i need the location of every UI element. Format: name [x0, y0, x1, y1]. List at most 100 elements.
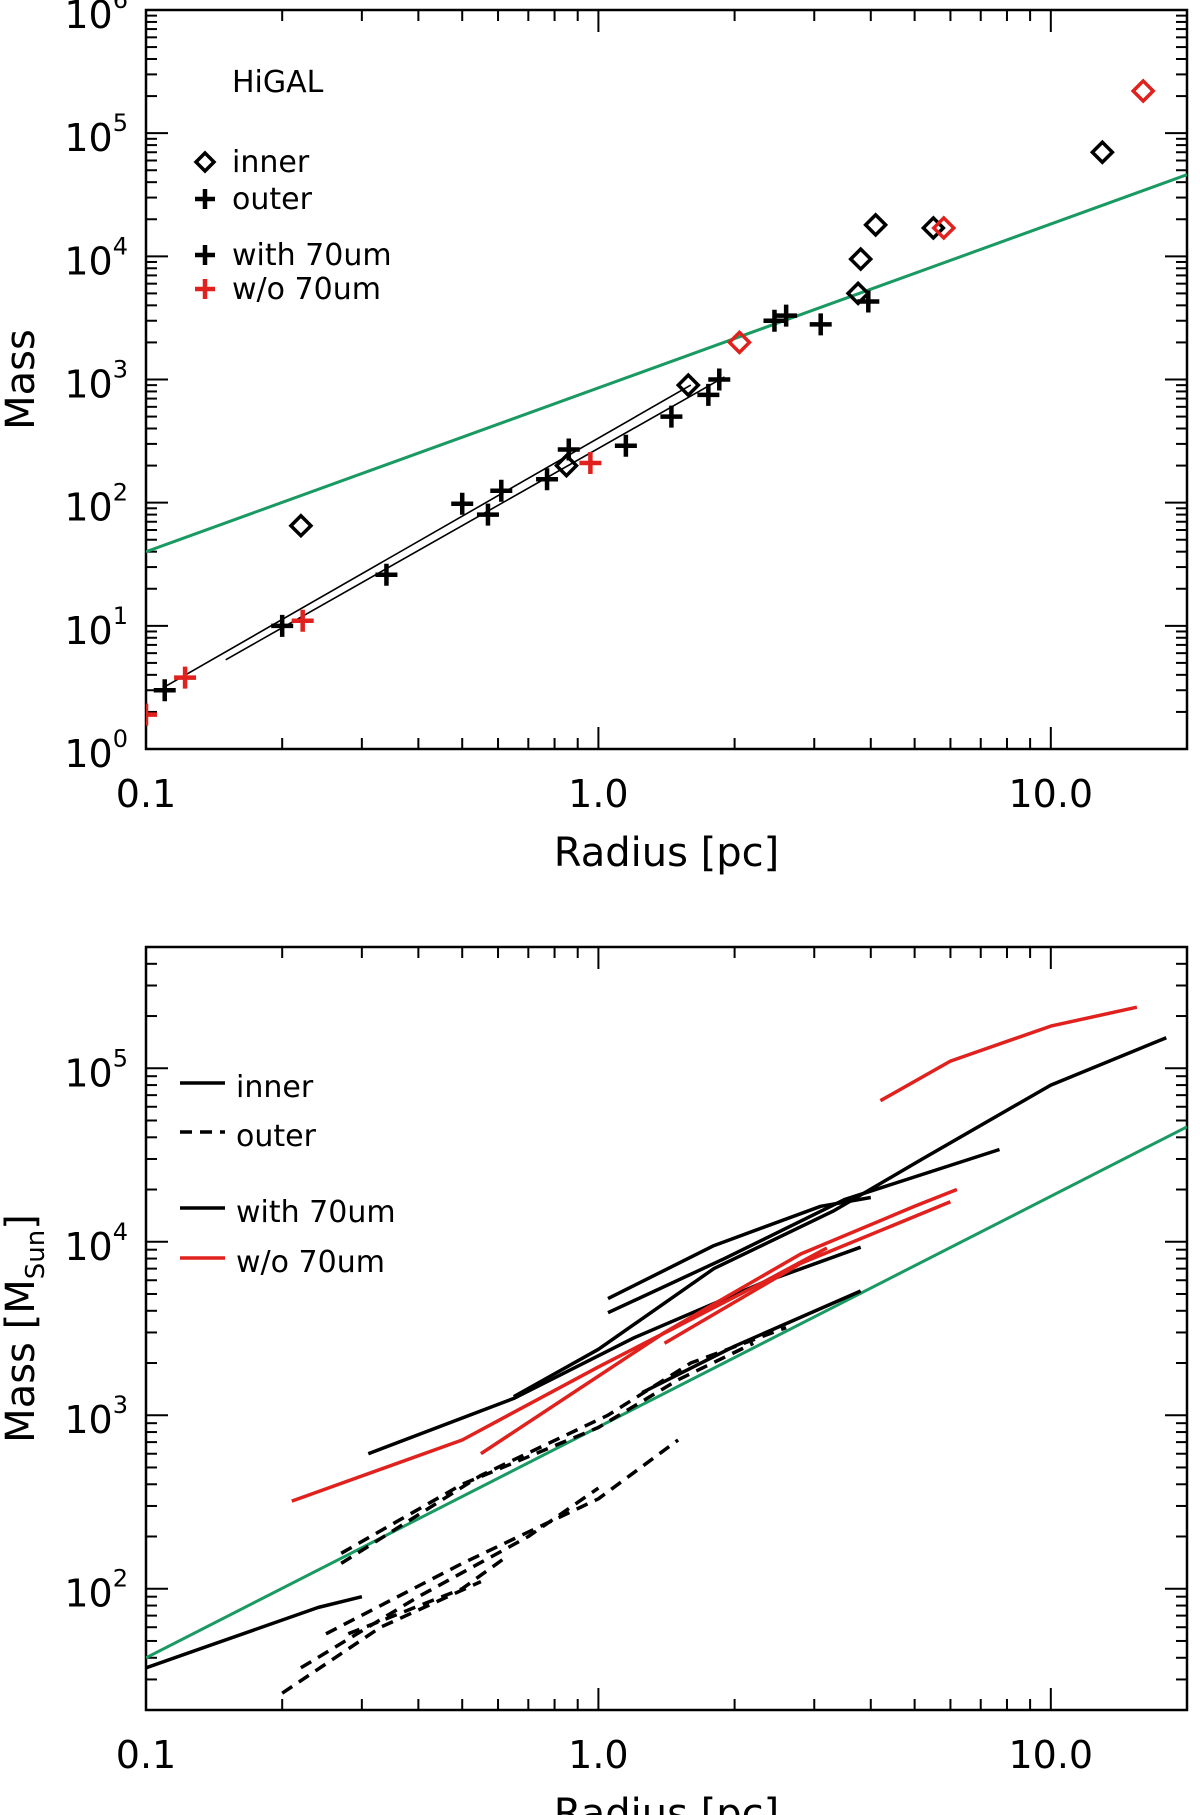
y-label-sub: Sun [21, 1230, 51, 1279]
plus-marker [375, 563, 398, 586]
y-tick-base: 10 [64, 486, 112, 530]
y-tick-base: 10 [64, 0, 112, 37]
plus-marker [708, 368, 731, 391]
plot-area [146, 1005, 1187, 1695]
y-tick-base: 10 [64, 363, 112, 407]
higal-label: HiGAL [232, 65, 324, 100]
y-tick-exp: 2 [113, 1565, 128, 1593]
series-line-inner-5 [607, 1147, 1001, 1315]
y-tick-base: 10 [64, 1398, 112, 1442]
y-tick-exp: 5 [113, 1044, 128, 1072]
legend-label: outer [232, 182, 313, 217]
legend-label: with 70um [236, 1195, 396, 1230]
y-tick-label: 106 [64, 0, 128, 37]
series-line-inner-red-1 [291, 1246, 828, 1503]
y-label-main: Mass [M [0, 1279, 44, 1443]
series-line-threshold [146, 1125, 1187, 1660]
legend-diamond [193, 150, 217, 174]
diamond-marker [931, 215, 957, 241]
plus-marker [490, 479, 513, 502]
plus-marker [153, 679, 176, 702]
y-tick-exp: 5 [113, 109, 128, 137]
legend-plus [195, 279, 215, 299]
y-tick-base: 10 [64, 239, 112, 283]
plot-frame [144, 8, 1189, 751]
plot-area [146, 78, 1187, 726]
x-tick-label: 1.0 [568, 772, 628, 816]
plus-marker [174, 666, 197, 689]
series-line-threshold [146, 173, 1187, 554]
series-line-outer-1 [340, 1325, 787, 1565]
series-line-outer-2 [340, 1341, 755, 1555]
diamond-marker [863, 212, 889, 238]
series-line-fit-1 [164, 384, 692, 688]
diamond-marker [1130, 78, 1156, 104]
diamond-marker [1089, 139, 1115, 165]
plus-marker [476, 503, 499, 526]
series-line-inner-3 [512, 1036, 1167, 1399]
series-line-inner-red-4 [879, 1005, 1138, 1103]
plus-marker [451, 492, 474, 515]
y-tick-base: 10 [64, 1572, 112, 1616]
y-axis-label: Mass [MSun] [0, 1214, 51, 1443]
y-tick-label: 101 [64, 602, 128, 653]
y-tick-base: 10 [64, 609, 112, 653]
diamond-marker [848, 246, 874, 272]
y-tick-label: 102 [64, 1565, 128, 1616]
plus-marker [857, 290, 880, 313]
y-tick-base: 10 [64, 1051, 112, 1095]
y-tick-base: 10 [64, 1225, 112, 1269]
x-axis-label: Radius [pc] [554, 830, 779, 876]
plus-marker [809, 313, 832, 336]
series-line-outer-5 [281, 1580, 482, 1695]
y-label-close: ] [0, 1214, 44, 1230]
diamond-marker [553, 453, 579, 479]
plot-frame [144, 945, 1189, 1712]
legend: inner outer with 70um w/o 70um [180, 1070, 396, 1280]
x-tick-label: 0.1 [116, 772, 176, 816]
y-tick-exp: 4 [113, 1218, 128, 1246]
diamond-marker [726, 329, 752, 355]
x-axis-label: Radius [pc] [554, 1791, 779, 1815]
y-tick-label: 104 [64, 1218, 128, 1269]
y-tick-exp: 6 [113, 0, 128, 14]
y-tick-base: 10 [64, 116, 112, 160]
y-tick-label: 104 [64, 232, 128, 283]
y-tick-exp: 4 [113, 232, 128, 260]
plus-marker [291, 609, 314, 632]
y-tick-label: 102 [64, 479, 128, 530]
series-line-inner-4 [607, 1195, 872, 1301]
series-line-fit-2 [225, 376, 725, 661]
series-line-outer-4 [299, 1486, 600, 1670]
y-tick-exp: 2 [113, 479, 128, 507]
plus-marker [557, 438, 580, 461]
plus-marker [271, 614, 294, 637]
y-tick-exp: 3 [113, 356, 128, 384]
plus-marker [775, 304, 798, 327]
diamond-marker [920, 215, 946, 241]
x-tick-label: 0.1 [116, 1733, 176, 1777]
plus-marker [614, 434, 637, 457]
x-tick-label: 10.0 [1009, 772, 1094, 816]
x-tick-label: 1.0 [568, 1733, 628, 1777]
y-tick-label: 105 [64, 1044, 128, 1095]
legend-label: inner [236, 1070, 314, 1105]
legend-label: with 70um [232, 238, 392, 273]
plus-marker [579, 451, 602, 474]
legend-plus [195, 189, 215, 209]
plus-marker [763, 309, 786, 332]
diamond-marker [675, 372, 701, 398]
legend-label: inner [232, 145, 310, 180]
series-line-inner-red-2 [479, 1187, 958, 1456]
y-tick-exp: 1 [113, 602, 128, 630]
plus-marker [146, 703, 157, 726]
y-tick-label: 105 [64, 109, 128, 160]
plus-marker [660, 405, 683, 428]
legend-label: w/o 70um [232, 272, 381, 307]
legend-label: w/o 70um [236, 1245, 385, 1280]
y-tick-label: 103 [64, 356, 128, 407]
